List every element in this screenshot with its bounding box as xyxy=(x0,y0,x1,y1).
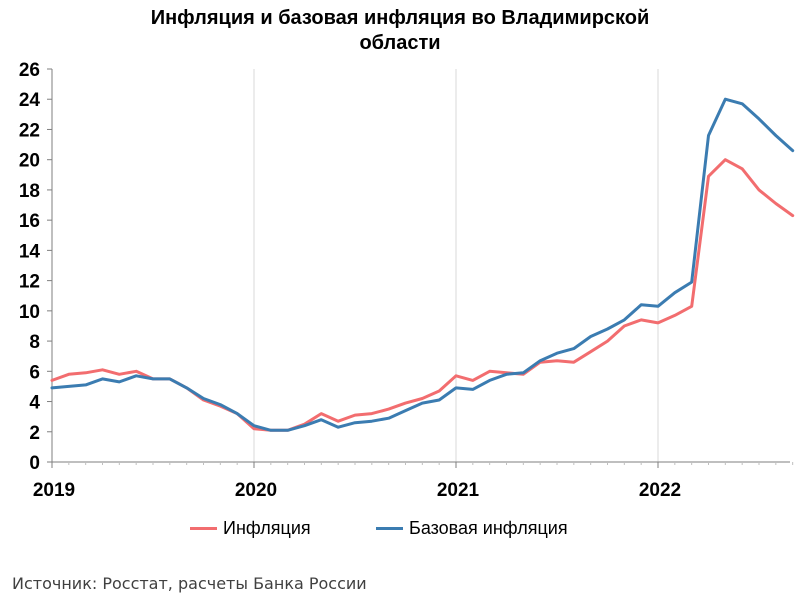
x-tick-label: 2020 xyxy=(235,480,277,501)
y-tick-label: 8 xyxy=(29,332,40,353)
x-tick-label: 2021 xyxy=(437,480,480,501)
y-tick-label: 20 xyxy=(19,151,40,172)
y-tick-label: 26 xyxy=(19,60,40,81)
legend-swatch-core-inflation xyxy=(376,527,403,530)
legend-label-core-inflation: Базовая инфляция xyxy=(409,518,568,538)
legend-swatch-inflation xyxy=(190,527,217,530)
y-tick-label: 18 xyxy=(19,181,40,202)
x-tick-label: 2022 xyxy=(639,480,681,501)
series-line-core-inflation xyxy=(50,97,795,432)
chart-legend: Инфляция Базовая инфляция xyxy=(0,518,800,542)
series-line-inflation xyxy=(50,158,795,432)
y-tick-label: 4 xyxy=(29,393,40,414)
y-tick-label: 10 xyxy=(19,302,40,323)
chart-title: Инфляция и базовая инфляция во Владимирс… xyxy=(0,6,800,56)
chart-series xyxy=(50,97,795,432)
legend-label-inflation: Инфляция xyxy=(223,518,311,538)
y-tick-label: 16 xyxy=(19,211,40,232)
y-tick-label: 6 xyxy=(29,362,40,383)
y-tick-label: 12 xyxy=(19,272,40,293)
source-note: Источник: Росстат, расчеты Банка России xyxy=(12,574,367,593)
y-tick-label: 22 xyxy=(19,120,40,141)
chart-axes xyxy=(51,69,790,463)
chart-grid xyxy=(253,69,659,462)
legend-item-inflation: Инфляция xyxy=(190,518,311,539)
chart-title-line-1: Инфляция и базовая инфляция во Владимирс… xyxy=(150,7,650,29)
y-tick-label: 24 xyxy=(19,90,41,111)
y-tick-label: 0 xyxy=(29,453,40,474)
chart-title-line-2: области xyxy=(359,32,441,54)
y-tick-label: 2 xyxy=(29,423,40,444)
y-tick-label: 14 xyxy=(19,241,41,262)
x-axis-ticks: 2019 2020 2021 2022 xyxy=(33,462,794,501)
legend-item-core-inflation: Базовая инфляция xyxy=(376,518,568,539)
x-tick-label: 2019 xyxy=(33,480,75,501)
